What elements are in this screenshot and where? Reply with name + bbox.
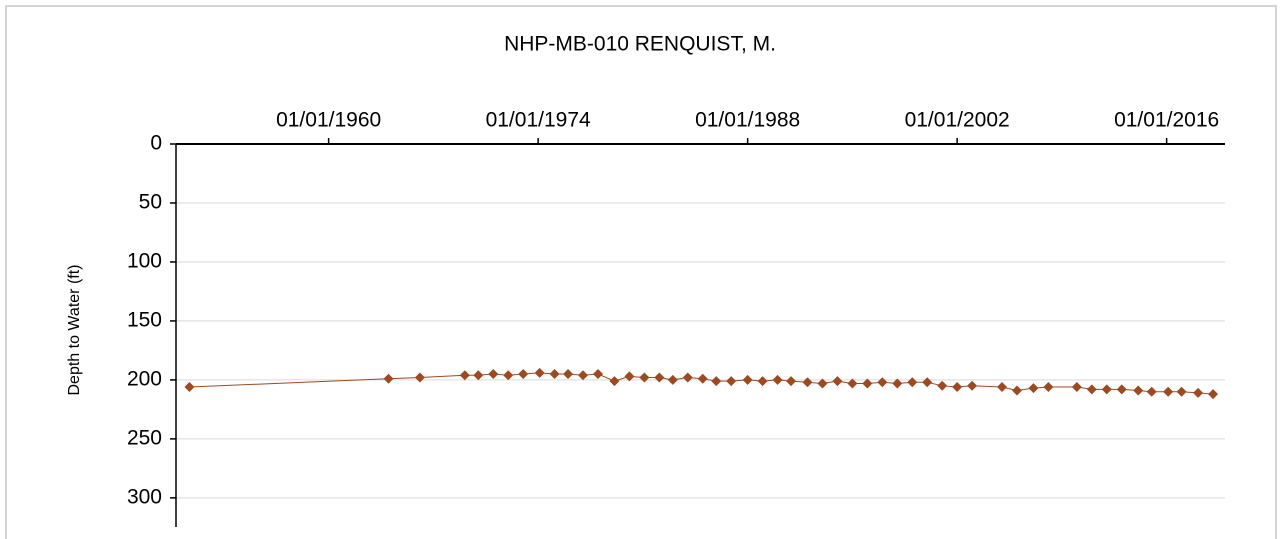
series-line (189, 372, 1214, 395)
data-point (549, 369, 560, 380)
data-point (1011, 385, 1022, 396)
data-point (503, 370, 514, 381)
data-point (892, 378, 903, 389)
data-point (578, 370, 589, 381)
data-point (711, 376, 722, 387)
data-point (383, 373, 394, 384)
data-point (877, 377, 888, 388)
data-point (682, 372, 693, 383)
data-point (1086, 384, 1097, 395)
data-point (1163, 386, 1174, 397)
data-point (1071, 381, 1082, 392)
x-tick-label: 01/01/1988 (695, 109, 800, 132)
data-point (624, 371, 635, 382)
data-point (937, 380, 948, 391)
y-tick-label: 300 (127, 485, 162, 508)
data-point (1208, 389, 1219, 400)
data-point (1176, 386, 1187, 397)
data-point (922, 377, 933, 388)
y-tick-label: 0 (150, 132, 162, 155)
data-point (802, 377, 813, 388)
data-point (952, 381, 963, 392)
data-point (726, 376, 737, 387)
data-point (459, 370, 470, 381)
data-point (697, 373, 708, 384)
frame (5, 5, 1277, 539)
y-tick-label: 150 (127, 308, 162, 331)
data-point (832, 376, 843, 387)
data-point (772, 374, 783, 385)
data-point (667, 374, 678, 385)
data-point (563, 369, 574, 380)
data-point (862, 378, 873, 389)
data-point (592, 369, 603, 380)
data-point (742, 374, 753, 385)
data-point (1028, 383, 1039, 394)
data-point (1146, 386, 1157, 397)
data-point (639, 372, 650, 383)
data-point (786, 376, 797, 387)
x-tick-label: 01/01/1960 (276, 109, 381, 132)
data-point (518, 369, 529, 380)
data-point (414, 372, 425, 383)
data-point (817, 378, 828, 389)
y-tick-label: 250 (127, 426, 162, 449)
data-point (757, 376, 768, 387)
data-point (1116, 384, 1127, 395)
y-tick-label: 200 (127, 367, 162, 390)
data-point (1043, 381, 1054, 392)
data-point (1193, 387, 1204, 398)
data-point (654, 372, 665, 383)
data-point (534, 367, 545, 378)
data-point (1133, 385, 1144, 396)
data-point (847, 378, 858, 389)
x-tick-label: 01/01/1974 (486, 109, 591, 132)
data-point (488, 369, 499, 380)
data-point (997, 381, 1008, 392)
data-point (1101, 384, 1112, 395)
data-point (907, 377, 918, 388)
y-axis-label: Depth to Water (ft) (66, 265, 83, 396)
data-point (967, 380, 978, 391)
x-tick-label: 01/01/2002 (905, 109, 1010, 132)
y-tick-label: 100 (127, 250, 162, 273)
chart-title: NHP-MB-010 RENQUIST, M. (504, 33, 776, 56)
data-point (184, 381, 195, 392)
data-point (609, 376, 620, 387)
data-point (473, 370, 484, 381)
y-tick-label: 50 (139, 191, 162, 214)
x-tick-label: 01/01/2016 (1114, 109, 1219, 132)
